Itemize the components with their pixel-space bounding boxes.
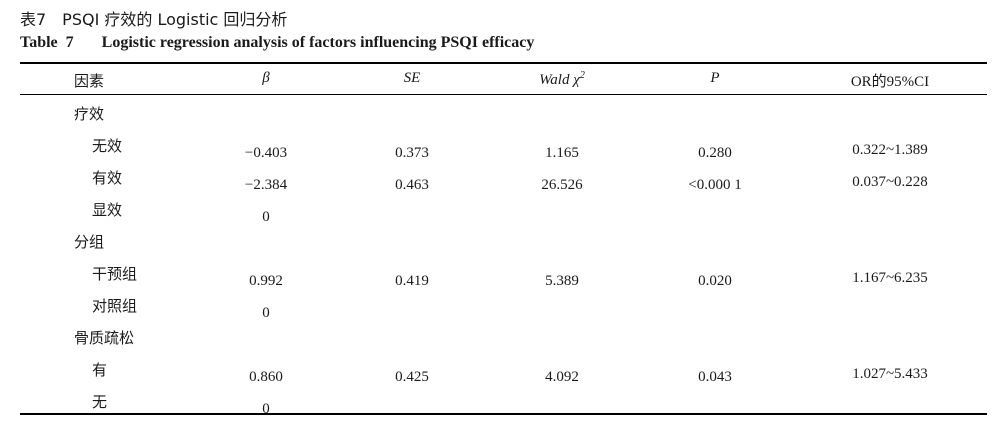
cell-wald: 1.165 <box>545 145 579 161</box>
row-group-label: 骨质疏松 <box>74 329 135 347</box>
row-group-label: 分组 <box>74 233 105 251</box>
header-wald-label: Wald χ <box>539 72 580 88</box>
cell-beta: 0 <box>262 401 270 417</box>
table-bottom-rule <box>20 413 987 415</box>
header-p: P <box>710 70 720 86</box>
table-label: Table <box>20 34 58 51</box>
cell-se: 0.419 <box>395 273 429 289</box>
table-caption-en: Table 7 Logistic regression analysis of fa… <box>20 34 534 52</box>
cell-or: 1.027~5.433 <box>852 366 928 382</box>
header-factor: 因素 <box>74 72 105 90</box>
table-title-en: Logistic regression analysis of factors … <box>101 34 535 51</box>
header-wald: Wald χ2 <box>522 70 602 89</box>
cell-beta: 0.992 <box>249 273 283 289</box>
cell-wald: 5.389 <box>545 273 579 289</box>
row-sublevel-label: 对照组 <box>92 297 138 315</box>
cell-or: 0.037~0.228 <box>852 174 928 190</box>
header-or-ci: OR的95%CI <box>850 74 930 90</box>
row-group-label: 疗效 <box>74 105 105 123</box>
cell-beta: −0.403 <box>244 145 288 161</box>
cell-p: 0.020 <box>698 273 732 289</box>
row-sublevel-label: 干预组 <box>92 265 138 283</box>
cell-se: 0.373 <box>395 145 429 161</box>
cell-beta: 0 <box>262 209 270 225</box>
table-number: 7 <box>65 34 74 51</box>
cell-p: 0.280 <box>698 145 732 161</box>
row-sublevel-label: 显效 <box>92 201 123 219</box>
cell-se: 0.425 <box>395 369 429 385</box>
cell-or: 0.322~1.389 <box>852 142 928 158</box>
cell-beta: 0 <box>262 305 270 321</box>
header-wald-sup: 2 <box>579 70 585 81</box>
row-sublevel-label: 无效 <box>92 137 123 155</box>
table-top-rule <box>20 62 987 64</box>
row-sublevel-label: 有 <box>92 361 108 379</box>
cell-beta: −2.384 <box>244 177 288 193</box>
header-beta: β <box>262 70 270 86</box>
cell-beta: 0.860 <box>249 369 283 385</box>
cell-wald: 26.526 <box>541 177 583 193</box>
table-caption-cn: 表7 PSQI 疗效的 Logistic 回归分析 <box>20 10 288 29</box>
cell-p: 0.043 <box>698 369 732 385</box>
row-sublevel-label: 无 <box>92 393 108 411</box>
header-se: SE <box>403 70 421 86</box>
row-sublevel-label: 有效 <box>92 169 123 187</box>
cell-p: <0.000 1 <box>688 177 742 193</box>
cell-wald: 4.092 <box>545 369 579 385</box>
cell-se: 0.463 <box>395 177 429 193</box>
table-header-rule <box>20 94 987 95</box>
cell-or: 1.167~6.235 <box>852 270 928 286</box>
